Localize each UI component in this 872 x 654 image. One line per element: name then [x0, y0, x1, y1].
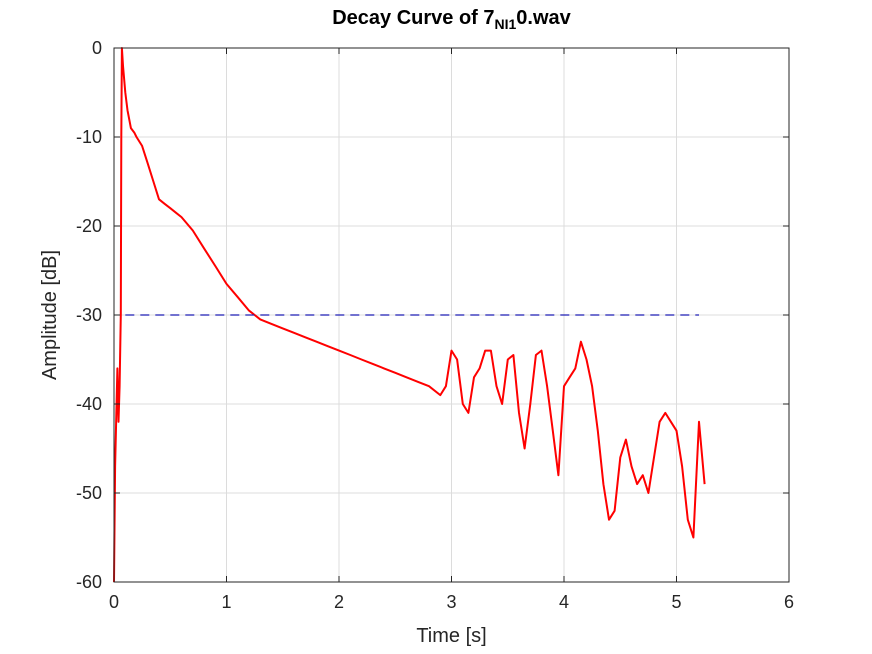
x-tick-label: 1: [221, 592, 231, 612]
y-tick-label: -30: [76, 305, 102, 325]
x-tick-label: 3: [446, 592, 456, 612]
y-tick-label: -60: [76, 572, 102, 592]
y-tick-label: -50: [76, 483, 102, 503]
ticks: 0 1 2 3 4 5 6 0 -10 -20 -30 -40 -50 -60: [76, 38, 794, 612]
x-tick-label: 4: [559, 592, 569, 612]
x-tick-label: 5: [671, 592, 681, 612]
chart-title: Decay Curve of 7NI10.wav: [332, 7, 571, 32]
y-tick-label: -10: [76, 127, 102, 147]
decay-curve-line: [113, 47, 706, 583]
plot-area: [113, 47, 706, 583]
chart-title-main: Decay Curve of 7: [332, 7, 494, 29]
y-axis-label: Amplitude [dB]: [39, 250, 61, 380]
chart-title-subscript: NI1: [495, 16, 517, 32]
x-tick-label: 6: [784, 592, 794, 612]
y-tick-label: -20: [76, 216, 102, 236]
x-axis-label: Time [s]: [416, 625, 486, 647]
y-tick-label: -40: [76, 394, 102, 414]
chart-title-suffix: 0.wav: [516, 7, 571, 29]
x-tick-label: 2: [334, 592, 344, 612]
x-tick-label: 0: [109, 592, 119, 612]
y-tick-label: 0: [92, 38, 102, 58]
